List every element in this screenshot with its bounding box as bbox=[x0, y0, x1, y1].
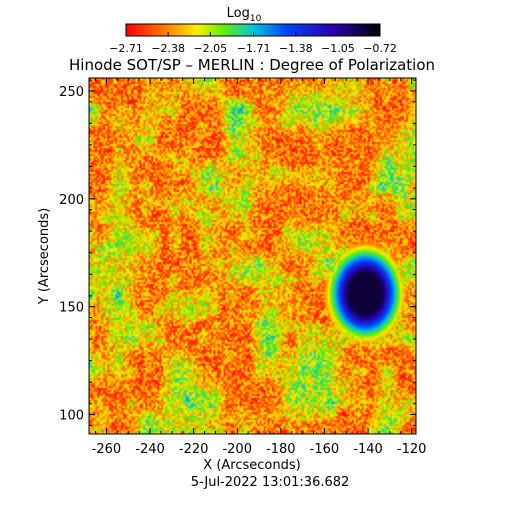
x-tick-label: -260 bbox=[92, 442, 122, 457]
y-axis-label: Y (Arcseconds) bbox=[37, 208, 52, 305]
colorbar bbox=[125, 23, 381, 37]
colorbar-tick-label: −1.38 bbox=[279, 42, 313, 55]
x-tick-label: -160 bbox=[310, 442, 340, 457]
x-tick-label: -120 bbox=[397, 442, 427, 457]
x-axis-label: X (Arcseconds) bbox=[203, 458, 300, 473]
plot-frame bbox=[88, 77, 417, 435]
colorbar-tick-label: −2.71 bbox=[109, 42, 143, 55]
heatmap bbox=[89, 78, 416, 434]
x-tick-label: -180 bbox=[266, 442, 296, 457]
colorbar-tick-label: −2.38 bbox=[151, 42, 185, 55]
plot-area bbox=[88, 77, 417, 435]
y-tick-label: 200 bbox=[59, 193, 84, 208]
y-tick-label: 150 bbox=[59, 301, 84, 316]
colorbar-tick-label: −2.05 bbox=[193, 42, 227, 55]
timestamp: 5-Jul-2022 13:01:36.682 bbox=[191, 475, 350, 490]
colorbar-tick-label: −1.05 bbox=[321, 42, 355, 55]
colorbar-tick-label: −0.72 bbox=[363, 42, 397, 55]
x-tick-label: -220 bbox=[179, 442, 209, 457]
y-tick-label: 100 bbox=[59, 409, 84, 424]
x-axis: -260 -240 -220 -200 -180 -160 -140 -120 bbox=[92, 78, 427, 457]
y-axis: 100 150 200 250 bbox=[59, 79, 416, 426]
colorbar-ticks: −2.71 −2.38 −2.05 −1.71 −1.38 −1.05 −0.72 bbox=[109, 32, 397, 55]
x-tick-label: -200 bbox=[222, 442, 252, 457]
colorbar-tick-label: −1.71 bbox=[237, 42, 271, 55]
x-tick-label: -240 bbox=[135, 442, 165, 457]
colorbar-label: Log10 bbox=[227, 6, 262, 24]
chart-title: Hinode SOT/SP – MERLIN : Degree of Polar… bbox=[69, 56, 435, 74]
x-tick-label: -140 bbox=[353, 442, 383, 457]
y-tick-label: 250 bbox=[59, 85, 84, 100]
